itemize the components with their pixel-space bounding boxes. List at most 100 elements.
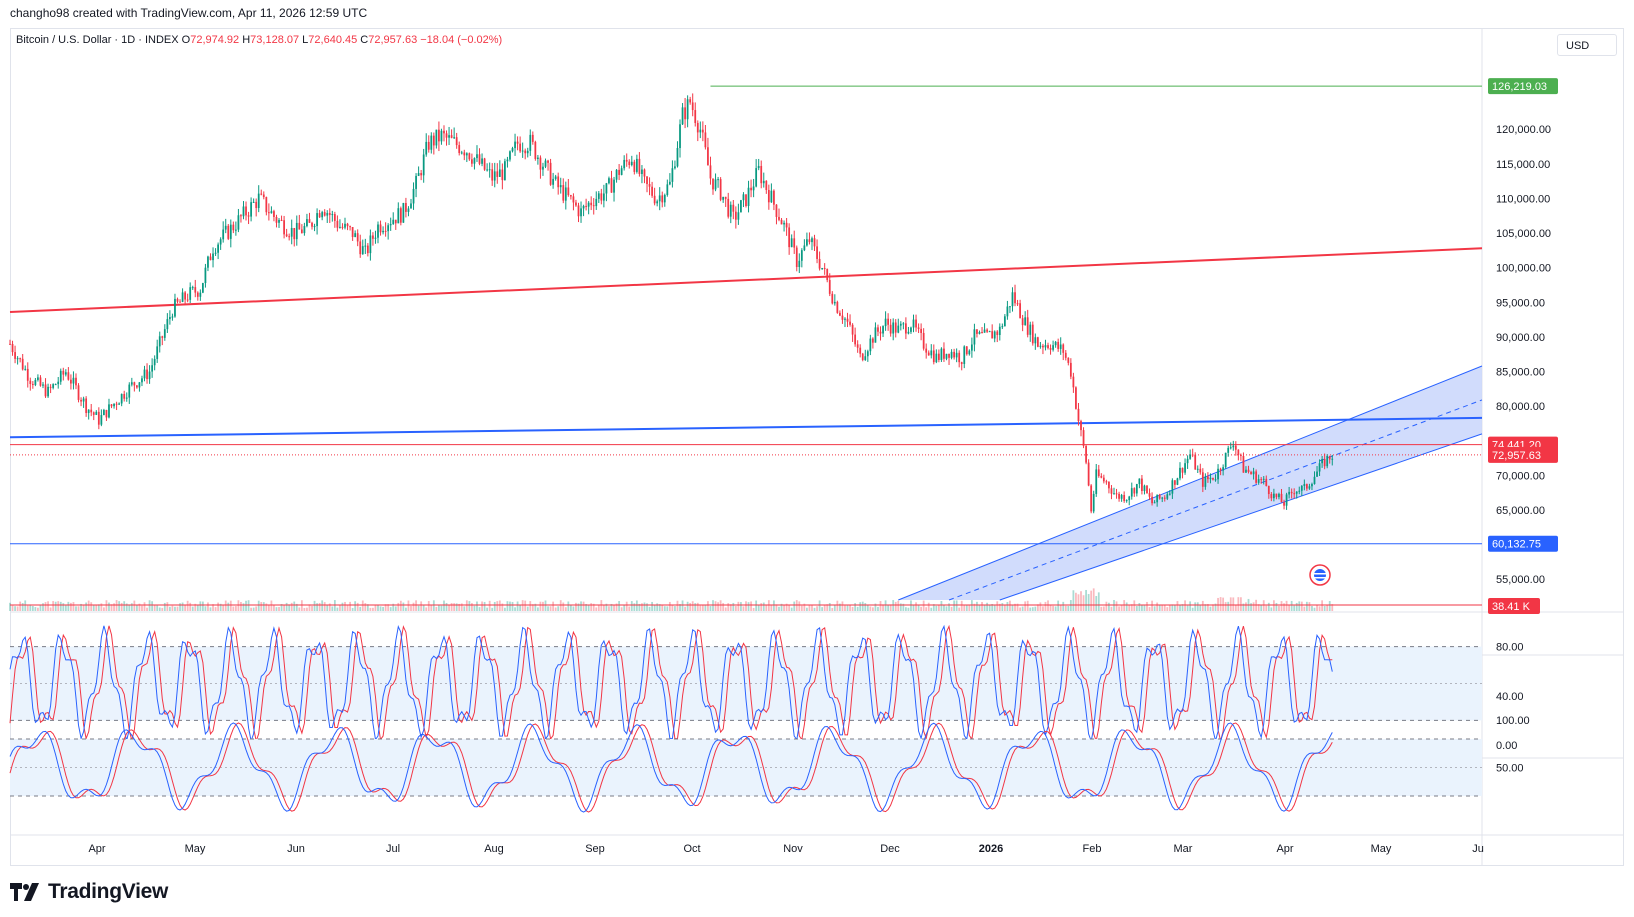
volume-bar (384, 604, 387, 611)
candle (1054, 340, 1057, 348)
candle-body (262, 194, 265, 198)
candle-body (998, 326, 1001, 336)
candle (1097, 464, 1100, 478)
volume-bar (199, 601, 202, 611)
candle-body (1047, 345, 1049, 349)
volume-bar (37, 607, 39, 611)
volume-bar (732, 602, 735, 611)
candle (844, 317, 846, 328)
volume-bar (34, 607, 37, 611)
volume-bar (859, 602, 862, 611)
candle-body (831, 293, 834, 304)
volume-bar (709, 606, 712, 611)
candle-body (798, 260, 801, 268)
candle (227, 224, 230, 241)
candle-body (326, 212, 329, 216)
candle-body (856, 344, 859, 348)
volume-bar (138, 603, 141, 611)
candle-body (1174, 480, 1176, 485)
candle-body (295, 222, 298, 240)
candle-body (991, 331, 994, 339)
volume-bar (336, 607, 339, 611)
candle (379, 220, 382, 236)
candle-body (90, 409, 93, 413)
candle-body (328, 212, 331, 216)
volume-bar (651, 601, 653, 611)
candle-body (443, 130, 445, 134)
candle-body (1217, 468, 1219, 480)
candle (138, 382, 141, 392)
currency-selector[interactable]: USD (1557, 34, 1617, 56)
candle (641, 165, 643, 184)
candle-body (349, 226, 351, 228)
symbol-name[interactable]: Bitcoin / U.S. Dollar · 1D · INDEX (16, 34, 179, 46)
volume-bar (389, 607, 392, 611)
candle (415, 173, 417, 198)
volume-bar (1110, 606, 1113, 611)
candle (31, 381, 34, 389)
candle-body (686, 99, 689, 120)
volume-bar (16, 606, 19, 611)
volume-bar (161, 607, 164, 611)
candle (821, 267, 824, 270)
volume-bar (1176, 601, 1179, 611)
candle (245, 201, 247, 221)
candle (839, 310, 841, 317)
candle (130, 377, 133, 387)
candle (64, 369, 67, 377)
candle (1245, 466, 1247, 473)
candle-body (623, 159, 626, 169)
candle (1298, 486, 1301, 495)
candle-body (1003, 316, 1006, 327)
candle-body (219, 239, 222, 245)
candle-body (587, 202, 590, 207)
candle-body (199, 292, 202, 297)
candle-body (1247, 469, 1250, 472)
volume-bar (641, 603, 643, 611)
candle (610, 170, 613, 193)
candle-body (1120, 495, 1123, 499)
volume-bar (290, 602, 293, 611)
candle (377, 221, 379, 244)
candle-body (844, 318, 846, 320)
volume-bar (1006, 602, 1009, 611)
volume-bar (623, 605, 626, 611)
candle (592, 198, 595, 215)
candle (1100, 473, 1103, 479)
time-axis-tick: Aug (484, 843, 504, 855)
volume-bar (1067, 605, 1070, 611)
volume-bar (1313, 607, 1316, 611)
candle-body (1042, 345, 1044, 348)
candle-body (293, 227, 296, 240)
candle-body (922, 332, 925, 349)
volume-bar (141, 605, 143, 611)
candle-body (103, 409, 105, 416)
candle-body (1044, 345, 1047, 348)
volume-bar (295, 603, 298, 611)
candle (709, 156, 712, 185)
candle-body (1311, 484, 1313, 487)
candle-body (905, 323, 907, 334)
candle (1130, 482, 1133, 500)
candle (427, 135, 430, 153)
candle (394, 219, 397, 230)
candle (1016, 299, 1019, 306)
candle-body (846, 318, 849, 322)
volume-bar (169, 606, 171, 611)
candle-body (438, 129, 440, 142)
candle (87, 409, 90, 420)
volume-bar (549, 606, 552, 611)
volume-bar (232, 606, 235, 611)
candle-body (681, 107, 684, 125)
tradingview-logo[interactable]: TradingView (10, 880, 168, 904)
price-axis-tick: 80,000.00 (1496, 401, 1545, 413)
candle (701, 121, 704, 142)
volume-bar (879, 601, 882, 611)
candle (1135, 483, 1138, 497)
volume-bar (1273, 600, 1275, 611)
volume-bar (283, 604, 285, 611)
volume-bar (770, 605, 773, 611)
candle (757, 158, 760, 171)
volume-bar (1321, 600, 1323, 611)
